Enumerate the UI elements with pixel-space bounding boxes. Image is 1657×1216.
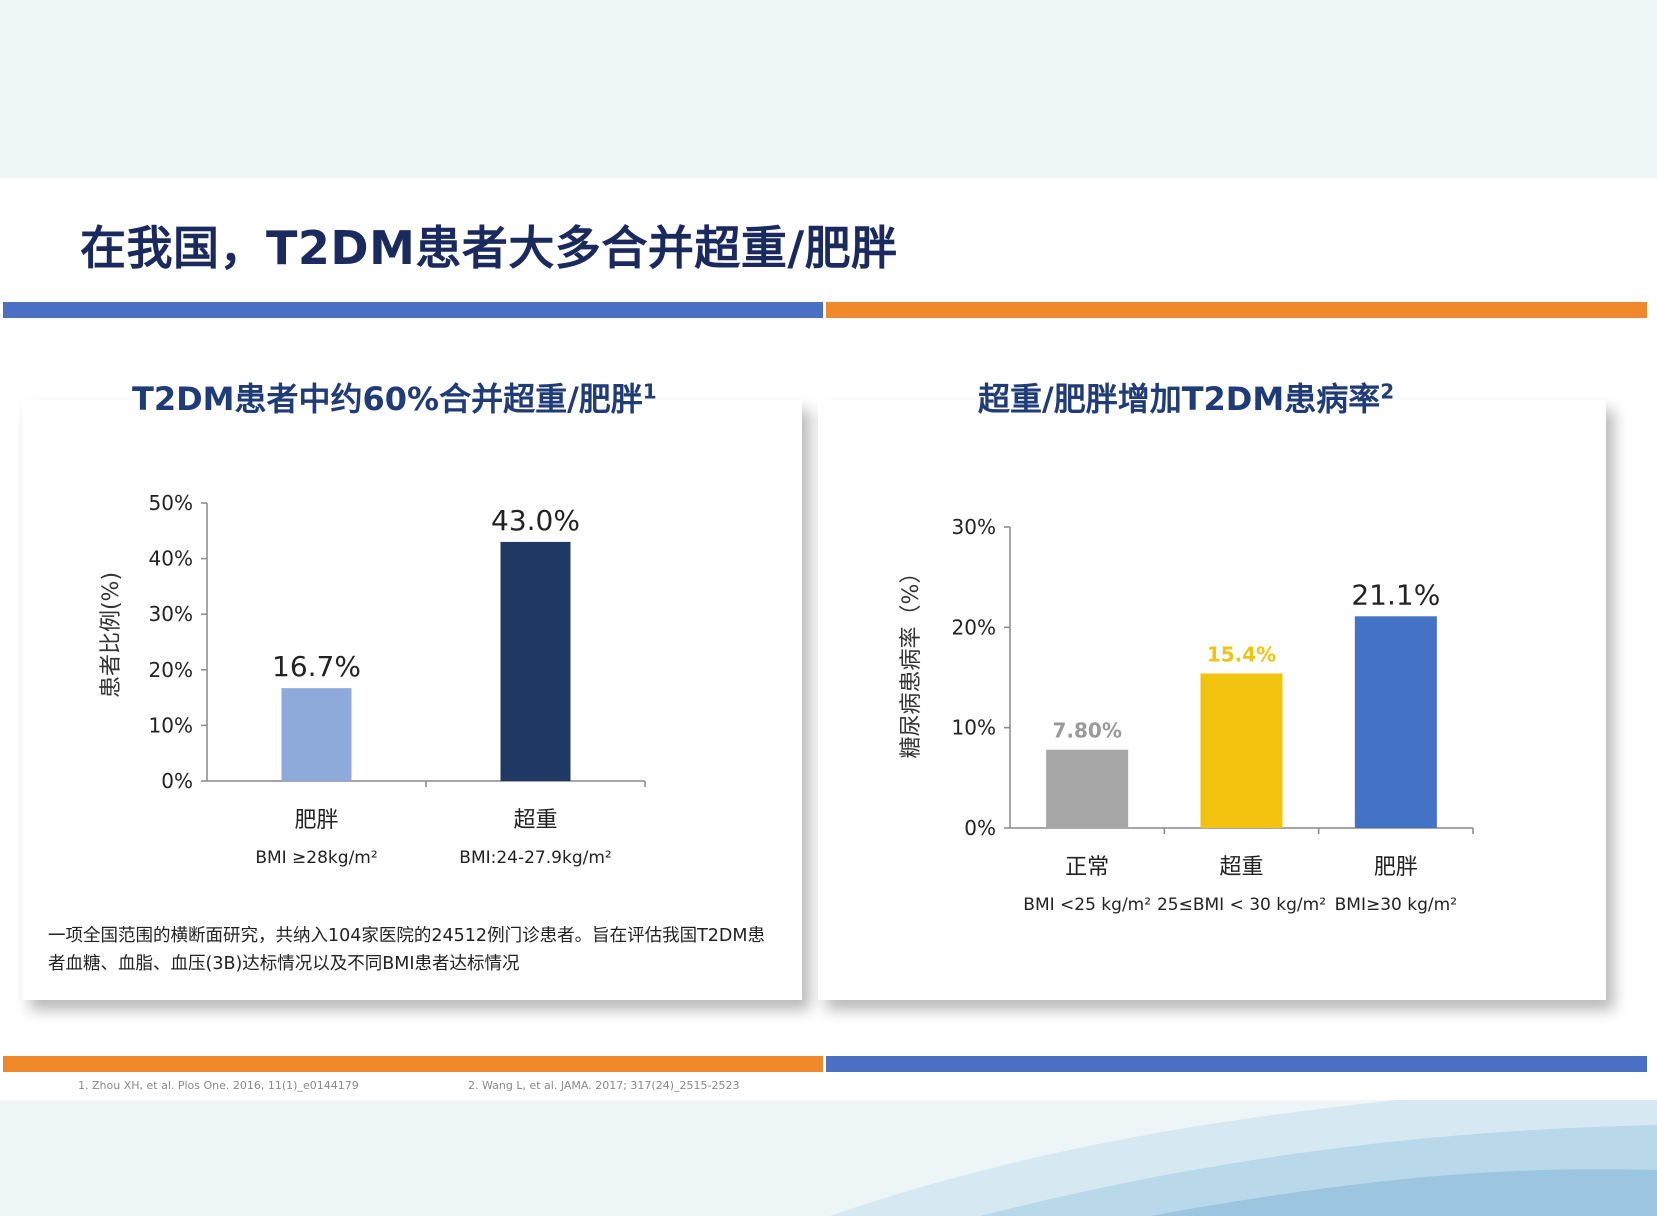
bottom-divider-blue <box>826 1056 1647 1072</box>
left-bar-chart: 患者比例(%) 0% 10% 20% 30% 40% 50% 16.7% 肥胖 BMI ≥28k… <box>99 491 646 868</box>
y-tick-label: 20% <box>149 658 193 682</box>
category-label-1: 肥胖 <box>294 808 338 833</box>
y-tick-label: 0% <box>161 769 193 793</box>
category-label-1: 正常 <box>1065 855 1109 880</box>
bar-1 <box>1046 749 1129 828</box>
right-y-axis-label: 糖尿病患病率（%） <box>899 562 924 759</box>
data-label-3: 21.1% <box>1351 578 1440 611</box>
y-tick-label: 30% <box>952 515 996 539</box>
left-chart-panel <box>22 400 802 1000</box>
data-label-2: 15.4% <box>1207 642 1276 666</box>
bar-2 <box>1200 673 1283 828</box>
right-panel-title: 超重/肥胖增加T2DM患病率2 <box>978 379 1395 418</box>
category-label-3: 肥胖 <box>1374 855 1418 880</box>
y-tick-label: 30% <box>149 602 193 626</box>
y-tick-label: 20% <box>952 615 996 639</box>
reference-2: 2. Wang L, et al. JAMA. 2017; 317(24)_25… <box>468 1079 740 1092</box>
study-description: 一项全国范围的横断面研究，共纳入104家医院的24512例门诊患者。旨在评估我国… <box>48 926 765 974</box>
category-sublabel-2: 25≤BMI < 30 kg/m² <box>1157 895 1326 915</box>
left-panel-title: T2DM患者中约60%合并超重/肥胖1 <box>132 379 657 418</box>
data-label-2: 43.0% <box>491 504 580 537</box>
category-label-2: 超重 <box>513 808 557 833</box>
category-label-2: 超重 <box>1219 855 1263 880</box>
left-y-axis-label: 患者比例(%) <box>99 572 124 698</box>
slide-title: 在我国，T2DM患者大多合并超重/肥胖 <box>80 221 898 275</box>
category-sublabel-2: BMI:24-27.9kg/m² <box>459 848 611 868</box>
top-divider-blue <box>3 302 823 318</box>
right-bar-chart: 糖尿病患病率（%） 0% 10% 20% 30% 7.80% 正常 BMI <25 kg/m… <box>899 515 1474 915</box>
bottom-divider-orange <box>3 1056 823 1072</box>
category-sublabel-1: BMI ≥28kg/m² <box>255 848 377 868</box>
y-tick-label: 50% <box>149 491 193 515</box>
y-tick-label: 10% <box>149 713 193 737</box>
reference-1: 1. Zhou XH, et al. Plos One. 2016, 11(1)… <box>78 1079 359 1092</box>
y-tick-label: 0% <box>964 816 996 840</box>
y-tick-label: 40% <box>149 547 193 571</box>
y-tick-label: 10% <box>952 716 996 740</box>
category-sublabel-1: BMI <25 kg/m² <box>1023 895 1151 915</box>
category-sublabel-3: BMI≥30 kg/m² <box>1335 895 1457 915</box>
top-divider-orange <box>826 302 1647 318</box>
data-label-1: 7.80% <box>1052 719 1121 743</box>
bar-2 <box>500 541 571 781</box>
data-label-1: 16.7% <box>272 650 361 683</box>
bar-1 <box>281 688 352 781</box>
bar-3 <box>1354 616 1437 828</box>
